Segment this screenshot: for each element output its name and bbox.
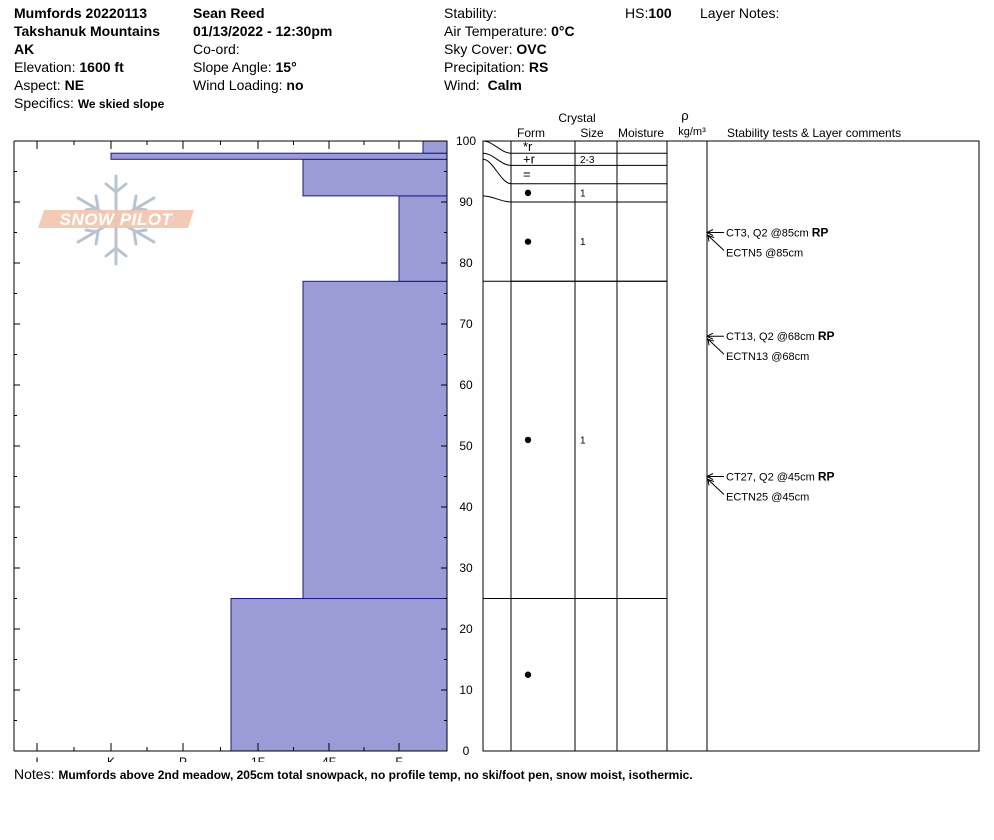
depth-tick-label: 30	[459, 561, 473, 575]
test-arrow-head-icon	[705, 473, 714, 480]
stability-test-line1: CT3, Q2 @85cm RP	[726, 226, 828, 240]
snow-height: HS:100	[625, 5, 672, 21]
air-temperature: Air Temperature: 0°C	[444, 23, 575, 39]
notes-text: Mumfords above 2nd meadow, 205cm total s…	[58, 768, 693, 782]
test-arrow-head-icon	[707, 338, 715, 346]
layer-connector-line	[482, 140, 512, 154]
header-form: Form	[517, 126, 545, 140]
header-col1: Mumfords 20220113 Takshanuk Mountains AK…	[14, 4, 164, 113]
grain-size-label: 1	[580, 188, 586, 199]
stability-test-line2: ECTN5 @85cm	[726, 248, 803, 260]
test-arrow-line-2	[706, 478, 725, 495]
layer-connector-line	[482, 195, 512, 203]
sky-cover: Sky Cover: OVC	[444, 41, 547, 57]
hardness-layer-bar	[422, 140, 448, 154]
depth-tick-label: 100	[456, 134, 476, 148]
coordinates: Co-ord:	[193, 41, 240, 57]
site-title: Mumfords 20220113	[14, 5, 148, 21]
hardness-layer-bar	[398, 195, 448, 282]
header-density-unit: kg/m³	[678, 126, 706, 138]
test-arrow-head-icon	[705, 332, 714, 340]
grain-form-round-icon	[524, 189, 532, 197]
stability-test-line1: CT27, Q2 @45cm RP	[726, 470, 835, 484]
grain-form-symbol: =	[523, 167, 531, 182]
hardness-layer-bar	[230, 598, 448, 752]
elevation: Elevation: 1600 ft	[14, 59, 124, 75]
test-arrow-head-icon	[705, 229, 714, 236]
depth-tick-label: 60	[459, 378, 473, 392]
header-col3: Stability: Air Temperature: 0°C Sky Cove…	[444, 4, 575, 94]
observer-name: Sean Reed	[193, 5, 265, 21]
header-size: Size	[580, 126, 604, 140]
depth-tick-label: 80	[459, 256, 473, 270]
header-stability-tests: Stability tests & Layer comments	[727, 126, 901, 140]
logo-text: SNOW PILOT	[60, 210, 174, 229]
hardness-label: F	[395, 755, 402, 762]
wind: Wind: Calm	[444, 77, 522, 93]
notes-label: Notes:	[14, 766, 55, 782]
layer-connector-line	[482, 158, 512, 185]
depth-tick-label: 40	[459, 500, 473, 514]
grain-size-label: 1	[580, 237, 586, 248]
state-name: AK	[14, 41, 35, 57]
hardness-label: I	[35, 755, 38, 762]
depth-tick-label: 70	[459, 317, 473, 331]
hardness-label: P	[179, 755, 187, 762]
header-moisture: Moisture	[618, 126, 664, 140]
grain-form-round-icon	[524, 436, 532, 444]
wind-loading: Wind Loading: no	[193, 77, 304, 93]
slope-angle: Slope Angle: 15°	[193, 59, 297, 75]
header-crystal: Crystal	[558, 111, 595, 125]
stability-test-line2: ECTN25 @45cm	[726, 492, 809, 504]
hardness-label: 4F	[322, 755, 336, 762]
hardness-layer-bar	[302, 158, 448, 197]
notes: Notes: Mumfords above 2nd meadow, 205cm …	[14, 766, 693, 782]
layer-connector-line	[482, 152, 512, 166]
hardness-layer-bar	[110, 152, 448, 160]
stability-test-line1: CT13, Q2 @68cm RP	[726, 329, 835, 343]
header-col2: Sean Reed 01/13/2022 - 12:30pm Co-ord: S…	[193, 4, 332, 94]
hardness-label: 1F	[251, 755, 265, 762]
aspect: Aspect: NE	[14, 77, 85, 93]
range-name: Takshanuk Mountains	[14, 23, 160, 39]
table-frame	[482, 140, 980, 752]
grain-size-label: 2-3	[580, 155, 595, 166]
snowpilot-logo: SNOW PILOT	[38, 174, 194, 266]
specifics: Specifics: We skied slope	[14, 95, 165, 111]
layer-notes-label: Layer Notes:	[700, 5, 780, 21]
observation-datetime: 01/13/2022 - 12:30pm	[193, 23, 333, 39]
test-arrow-line-2	[706, 234, 725, 251]
grain-size-label: 1	[580, 435, 586, 446]
hardness-label: K	[107, 755, 115, 762]
depth-tick-label: 10	[459, 683, 473, 697]
header-rho: ρ	[681, 108, 688, 123]
precipitation: Precipitation: RS	[444, 59, 549, 75]
depth-tick-label: 0	[463, 744, 470, 758]
test-arrow-head-icon	[707, 478, 715, 486]
grain-form-symbol: *r	[523, 139, 533, 154]
test-arrow-line-2	[706, 337, 725, 355]
grain-form-round-icon	[524, 671, 532, 678]
grain-form-round-icon	[524, 238, 532, 245]
depth-tick-label: 50	[459, 439, 473, 453]
snow-profile-chart: SNOW PILOT I K P 1F 4F F 0 10 20 30 40 50 60 70 80 90 10…	[13, 108, 980, 762]
stability: Stability:	[444, 5, 497, 21]
depth-tick-label: 20	[459, 622, 473, 636]
grain-form-symbol: +r	[523, 151, 536, 166]
hardness-layer-bar	[302, 280, 448, 599]
test-arrow-head-icon	[707, 234, 715, 242]
depth-tick-label: 90	[459, 195, 473, 209]
stability-test-line2: ECTN13 @68cm	[726, 351, 809, 363]
